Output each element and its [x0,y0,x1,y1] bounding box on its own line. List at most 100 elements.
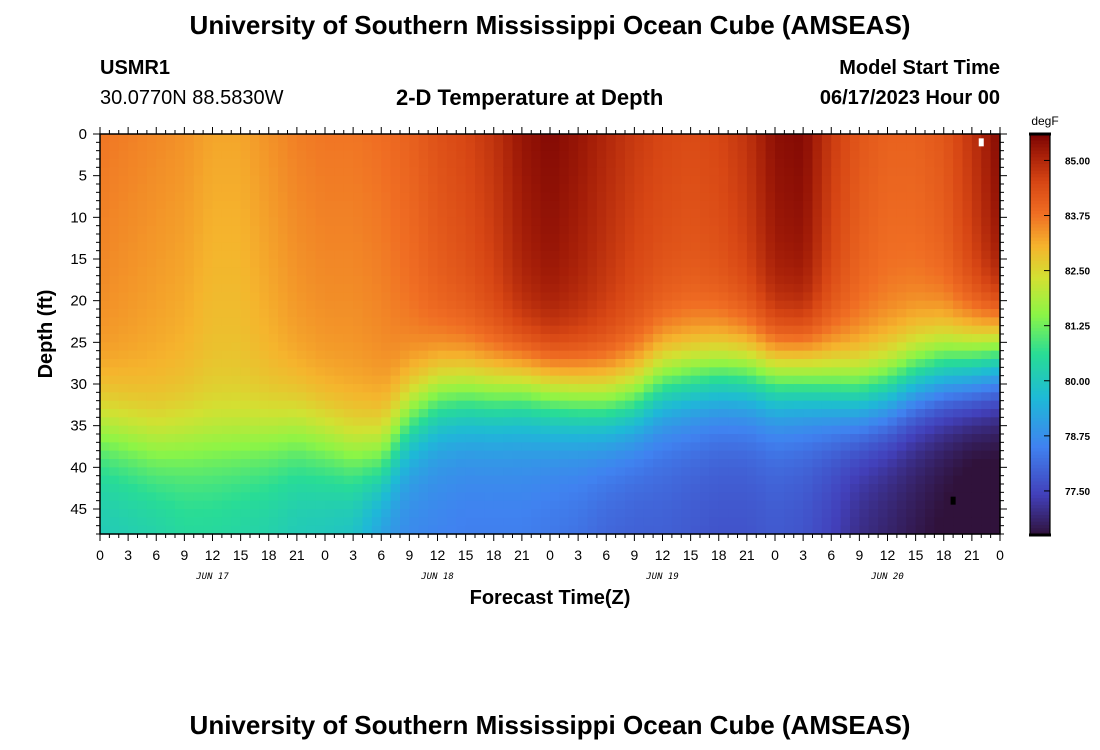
heatmap-cell [296,484,307,493]
heatmap-cell [371,275,382,285]
heatmap-cell [165,417,176,427]
heatmap-cell [615,334,626,343]
heatmap-cell [859,175,870,185]
heatmap-cell [325,267,335,277]
heatmap-cell [531,175,542,185]
heatmap-cell [287,250,298,260]
heatmap-cell [643,375,654,385]
heatmap-cell [484,250,495,260]
heatmap-cell [418,375,429,385]
heatmap-cell [746,492,757,502]
heatmap-cell [381,217,392,227]
heatmap-cell [512,309,523,318]
heatmap-cell [315,367,326,377]
heatmap-cell [287,159,298,168]
heatmap-cell [456,200,467,210]
heatmap-cell [700,434,710,443]
heatmap-cell [700,242,710,252]
heatmap-cell [512,417,523,427]
heatmap-cell [690,275,701,285]
heatmap-cell [531,484,542,493]
heatmap-cell [821,367,832,377]
heatmap-cell [184,284,195,293]
heatmap-cell [259,175,270,185]
heatmap-cell [146,525,157,535]
heatmap-cell [250,409,260,418]
heatmap-cell [240,217,251,227]
heatmap-cell [718,400,729,410]
heatmap-cell [400,425,410,435]
heatmap-cell [362,459,373,468]
heatmap-cell [118,475,129,485]
heatmap-cell [690,242,701,252]
heatmap-cell [634,417,645,427]
heatmap-cell [334,375,345,385]
heatmap-cell [193,484,204,493]
heatmap-cell [568,159,579,168]
heatmap-cell [559,409,570,418]
heatmap-cell [812,375,823,385]
heatmap-cell [793,509,804,518]
heatmap-cell [446,250,457,260]
heatmap-cell [231,325,242,335]
heatmap-cell [662,484,673,493]
heatmap-cell [990,417,1001,427]
heatmap-cell [512,500,523,510]
heatmap-cell [653,384,664,393]
heatmap-cell [681,434,692,443]
heatmap-cell [400,525,410,535]
heatmap-cell [962,467,973,477]
heatmap-cell [109,334,120,343]
day-label: JUN 20 [870,572,904,582]
heatmap-cell [690,375,701,385]
heatmap-cell [859,475,870,485]
heatmap-cell [484,225,495,235]
heatmap-cell [306,384,317,393]
heatmap-cell [240,175,251,185]
heatmap-cell [953,350,964,360]
heatmap-cell [606,317,617,327]
heatmap-cell [831,150,842,160]
heatmap-cell [381,142,392,152]
heatmap-cell [240,367,251,377]
heatmap-cell [184,275,195,285]
heatmap-cell [821,142,832,152]
heatmap-cell [756,500,767,510]
heatmap-cell [137,134,148,143]
heatmap-cell [409,450,420,460]
heatmap-cell [306,342,317,352]
heatmap-cell [475,259,485,268]
heatmap-cell [212,492,223,502]
heatmap-cell [887,384,898,393]
heatmap-cell [212,509,223,518]
heatmap-cell [709,392,720,402]
heatmap-cell [925,209,935,218]
heatmap-cell [925,217,935,227]
heatmap-cell [521,142,532,152]
heatmap-cell [943,409,954,418]
heatmap-cell [278,267,289,277]
x-axis-label: Forecast Time(Z) [470,587,631,609]
heatmap-cell [915,309,926,318]
heatmap-cell [156,159,167,168]
colorbar-swatch [1030,207,1050,212]
heatmap-cell [146,142,157,152]
heatmap-cell [690,167,701,177]
heatmap-cell [953,417,964,427]
heatmap-cell [409,509,420,518]
heatmap-cell [681,250,692,260]
heatmap-cell [671,500,682,510]
heatmap-cell [512,275,523,285]
heatmap-cell [484,217,495,227]
heatmap-cell [728,292,739,302]
heatmap-cell [184,450,195,460]
heatmap-cell [437,317,448,327]
heatmap-cell [128,284,139,293]
heatmap-cell [925,525,935,535]
heatmap-cell [634,200,645,210]
heatmap-cell [175,317,185,327]
heatmap-cell [756,517,767,527]
heatmap-cell [606,259,617,268]
heatmap-cell [625,492,635,502]
heatmap-cell [784,200,795,210]
